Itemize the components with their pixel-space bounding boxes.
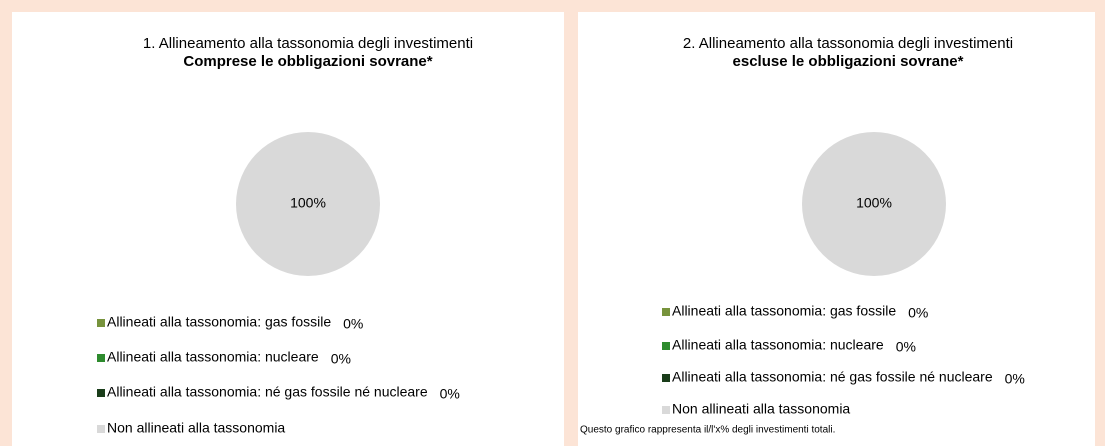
legend-value: 0% — [1005, 371, 1025, 387]
legend-value: 0% — [896, 339, 916, 355]
legend-label: Non allineati alla tassonomia — [672, 401, 850, 417]
data-label: 100% — [290, 195, 326, 211]
legend-swatch — [97, 389, 105, 397]
legend-swatch — [662, 374, 670, 382]
legend-label: Non allineati alla tassonomia — [107, 420, 285, 436]
legend-value: 0% — [331, 351, 351, 367]
legend-label: Allineati alla tassonomia: gas fossile — [107, 314, 331, 330]
legend-swatch — [662, 342, 670, 350]
legend-swatch — [97, 354, 105, 362]
legend-label: Allineati alla tassonomia: né gas fossil… — [672, 369, 993, 385]
chart-subtitle: escluse le obbligazioni sovrane* — [733, 53, 964, 70]
chart-title: 1. Allineamento alla tassonomia degli in… — [143, 35, 473, 52]
pie-slice — [802, 132, 946, 276]
legend-value: 0% — [440, 386, 460, 402]
legend-swatch — [662, 308, 670, 316]
legend-label: Allineati alla tassonomia: gas fossile — [672, 303, 896, 319]
legend-swatch — [97, 425, 105, 433]
chart-title: 2. Allineamento alla tassonomia degli in… — [683, 35, 1013, 52]
pie-slice — [236, 132, 380, 276]
chart-subtitle: Comprese le obbligazioni sovrane* — [183, 53, 432, 70]
legend-label: Allineati alla tassonomia: nucleare — [672, 337, 884, 353]
legend-label: Allineati alla tassonomia: nucleare — [107, 349, 319, 365]
legend-value: 0% — [343, 316, 363, 332]
legend-swatch — [97, 319, 105, 327]
data-label: 100% — [856, 195, 892, 211]
note: Questo grafico rappresenta il/l'x% degli… — [580, 425, 835, 436]
legend-swatch — [662, 406, 670, 414]
legend-label: Allineati alla tassonomia: né gas fossil… — [107, 384, 428, 400]
legend-value: 0% — [908, 305, 928, 321]
